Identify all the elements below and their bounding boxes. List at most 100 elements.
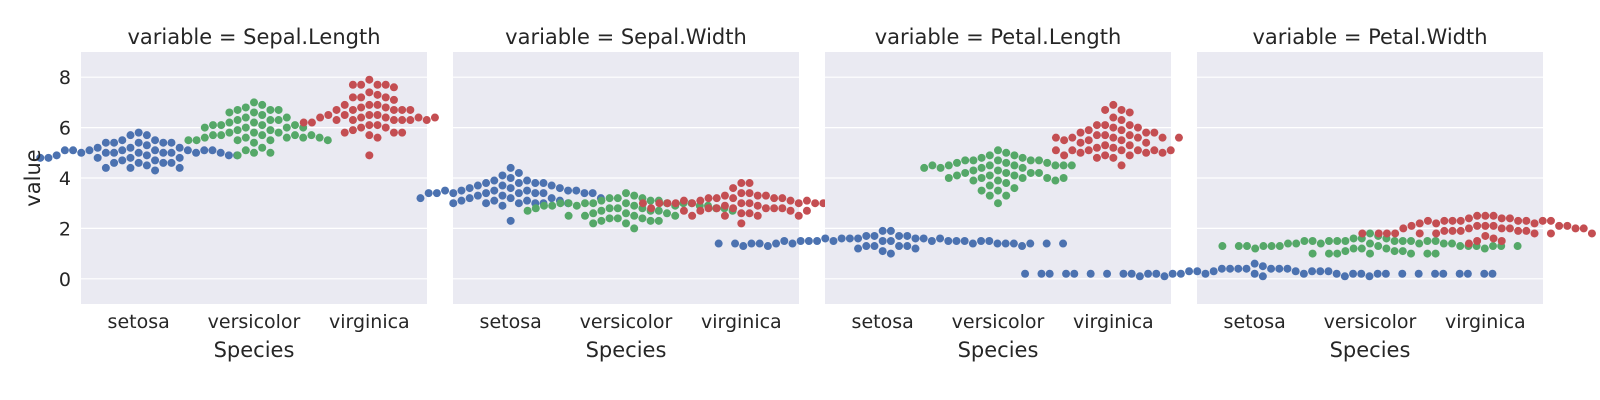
- data-point: [704, 194, 713, 203]
- data-point: [969, 166, 978, 175]
- data-point: [854, 234, 863, 243]
- data-point: [1101, 121, 1110, 130]
- data-point: [1051, 146, 1060, 155]
- data-point: [381, 80, 390, 89]
- data-point: [1308, 249, 1317, 258]
- data-point: [903, 231, 912, 240]
- data-point: [788, 239, 797, 248]
- data-point: [1103, 269, 1112, 278]
- data-point: [506, 184, 515, 193]
- data-point: [936, 163, 945, 172]
- data-point: [647, 204, 656, 213]
- data-point: [1381, 269, 1390, 278]
- data-point: [763, 242, 772, 251]
- data-point: [1463, 269, 1472, 278]
- data-point: [903, 242, 912, 251]
- data-point: [142, 131, 151, 140]
- data-point: [1018, 242, 1027, 251]
- data-point: [1109, 123, 1118, 132]
- series-versicolor: [184, 98, 332, 160]
- data-point: [1125, 151, 1134, 160]
- data-point: [432, 189, 441, 198]
- x-tick-label: versicolor: [208, 311, 301, 333]
- data-point: [424, 189, 433, 198]
- data-point: [389, 83, 398, 92]
- data-point: [985, 181, 994, 190]
- data-point: [1415, 219, 1424, 228]
- data-point: [1092, 143, 1101, 152]
- data-point: [1158, 148, 1167, 157]
- data-point: [1341, 237, 1350, 245]
- data-point: [1101, 131, 1110, 140]
- data-point: [1555, 221, 1564, 230]
- data-point: [1062, 269, 1071, 278]
- data-point: [1076, 138, 1085, 147]
- data-point: [911, 234, 920, 243]
- data-point: [1546, 229, 1555, 238]
- data-point: [1283, 264, 1292, 273]
- data-point: [572, 201, 581, 210]
- data-point: [1051, 133, 1060, 142]
- data-point: [1481, 231, 1490, 240]
- x-tick-label: virginica: [1445, 311, 1526, 333]
- y-tick-label: 4: [59, 168, 71, 190]
- data-point: [1489, 221, 1498, 230]
- facet-title: variable = Sepal.Length: [127, 25, 380, 49]
- data-point: [258, 111, 267, 119]
- series-virginica: [1358, 211, 1596, 248]
- data-point: [110, 158, 119, 167]
- data-point: [886, 237, 895, 245]
- data-point: [398, 128, 407, 137]
- data-point: [381, 123, 390, 132]
- data-point: [167, 148, 176, 157]
- data-point: [1300, 237, 1309, 245]
- data-point: [250, 128, 258, 137]
- data-point: [389, 95, 398, 104]
- data-point: [1349, 234, 1358, 243]
- data-point: [605, 214, 614, 223]
- data-point: [1292, 239, 1301, 248]
- data-point: [920, 163, 929, 172]
- data-point: [1067, 161, 1076, 170]
- data-point: [1473, 237, 1482, 245]
- data-point: [1258, 262, 1267, 271]
- facet-petal-width: variable = Petal.Width setosa versicolor vi…: [1021, 25, 1596, 362]
- data-point: [200, 146, 209, 155]
- data-point: [1060, 151, 1069, 160]
- data-point: [365, 111, 374, 119]
- x-axis-label: Species: [1330, 338, 1411, 362]
- data-point: [729, 204, 738, 213]
- data-point: [225, 128, 234, 137]
- data-point: [274, 128, 283, 137]
- data-point: [1160, 272, 1169, 281]
- data-point: [761, 204, 770, 213]
- data-point: [547, 181, 556, 190]
- data-point: [209, 131, 217, 140]
- data-point: [1076, 128, 1085, 137]
- data-point: [1374, 229, 1383, 238]
- data-point: [340, 111, 349, 119]
- data-point: [52, 151, 61, 160]
- data-point: [886, 226, 895, 235]
- data-point: [1513, 242, 1522, 251]
- data-point: [514, 199, 523, 208]
- data-point: [1514, 216, 1523, 225]
- data-point: [373, 133, 382, 142]
- data-point: [1308, 267, 1317, 276]
- data-point: [1250, 259, 1259, 268]
- data-point: [1489, 242, 1497, 251]
- data-point: [224, 151, 233, 160]
- data-point: [531, 189, 540, 198]
- data-point: [1070, 269, 1079, 278]
- data-point: [770, 204, 779, 213]
- data-point: [348, 126, 357, 135]
- data-point: [241, 103, 250, 112]
- data-point: [679, 196, 688, 205]
- data-point: [406, 105, 415, 114]
- data-point: [1043, 158, 1052, 167]
- series-versicolor: [920, 146, 1076, 208]
- data-point: [1051, 176, 1060, 185]
- data-point: [266, 136, 275, 145]
- data-point: [398, 105, 407, 114]
- data-point: [1009, 239, 1018, 248]
